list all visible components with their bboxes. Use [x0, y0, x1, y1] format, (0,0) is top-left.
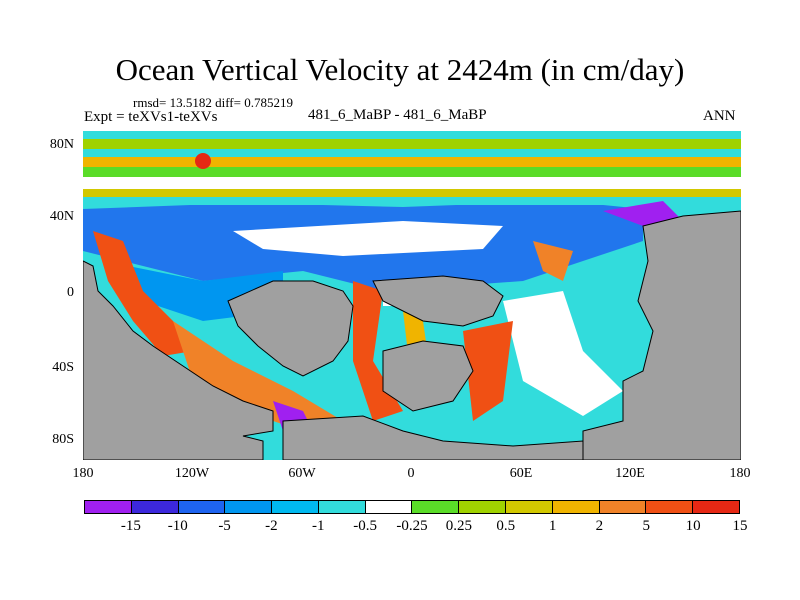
colorbar-label: 0.5 [496, 518, 516, 534]
x-tick-label: 180 [72, 466, 94, 481]
colorbar-swatch [646, 501, 694, 513]
band-high-lat [83, 189, 741, 197]
near-zero-region [503, 291, 623, 416]
band-high-lat [83, 197, 741, 205]
colorbar-label: 1 [548, 518, 557, 534]
x-tick-label: 0 [407, 466, 415, 481]
colorbar-swatch [85, 501, 132, 513]
colorbar-label: -1 [312, 518, 325, 534]
positive-region [533, 241, 573, 281]
colorbar-swatch [272, 501, 319, 513]
colorbar-label: 10 [685, 518, 701, 534]
colorbar-swatch [225, 501, 273, 513]
experiment-label: Expt = teXVs1-teXVs [84, 109, 218, 125]
x-tick-label: 180 [729, 466, 751, 481]
x-tick-label: 120E [615, 466, 645, 481]
negative-peak [603, 201, 683, 226]
band-high-lat [83, 131, 741, 139]
x-tick-label: 120W [174, 466, 210, 481]
x-tick-label: 60W [288, 466, 316, 481]
colorbar-swatch [178, 501, 226, 513]
y-tick-label: 0 [67, 285, 74, 300]
colorbar-swatch [693, 501, 739, 513]
land-mask [83, 210, 741, 460]
y-tick-label: 40N [49, 209, 74, 224]
y-tick-label: 40S [52, 360, 74, 375]
band-high-lat [83, 167, 741, 177]
colorbar-swatch [365, 501, 413, 513]
colorbar-swatch [506, 501, 553, 513]
colorbar-label: 5 [642, 518, 651, 534]
colorbar-swatch [459, 501, 507, 513]
band-high-lat [83, 149, 741, 157]
colorbar-label: 0.25 [445, 518, 472, 534]
band-high-lat [83, 157, 741, 167]
colorbar-swatch [318, 501, 366, 513]
positive-region [353, 281, 403, 421]
season-label: ANN [703, 108, 736, 124]
positive-region [463, 321, 513, 421]
colorbar-swatch [412, 501, 460, 513]
colorbar-label: -15 [120, 518, 141, 534]
y-tick-label: 80S [52, 432, 74, 447]
colorbar [84, 500, 740, 514]
colorbar-swatch [131, 501, 179, 513]
case-label: 481_6_MaBP - 481_6_MaBP [308, 107, 487, 123]
positive-region [173, 321, 343, 431]
colorbar-label: -2 [265, 518, 278, 534]
colorbar-label: 15 [732, 518, 748, 534]
band-high-lat [83, 139, 741, 149]
map-panel [83, 131, 741, 460]
x-tick-label: 60E [509, 466, 533, 481]
colorbar-label: -10 [167, 518, 188, 534]
colorbar-label: 2 [595, 518, 604, 534]
colorbar-label: -0.5 [353, 518, 378, 534]
colorbar-label: -0.25 [396, 518, 428, 534]
hotspot [195, 153, 211, 169]
velocity-map [83, 131, 741, 460]
y-tick-label: 80N [49, 137, 74, 152]
colorbar-label: -5 [218, 518, 231, 534]
positive-region [93, 231, 193, 356]
plot-title: Ocean Vertical Velocity at 2424m (in cm/… [115, 52, 685, 87]
colorbar-swatch [599, 501, 647, 513]
colorbar-swatch [552, 501, 600, 513]
band-high-lat [83, 177, 741, 189]
near-zero-region [233, 221, 503, 256]
stats-text: rmsd= 13.5182 diff= 0.785219 [133, 95, 293, 110]
